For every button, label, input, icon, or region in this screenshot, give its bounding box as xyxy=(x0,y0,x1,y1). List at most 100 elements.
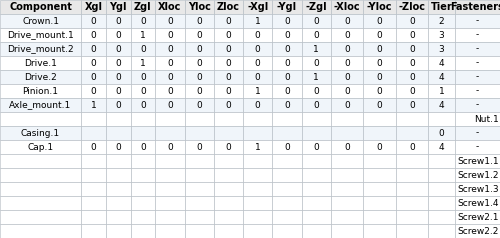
Bar xyxy=(214,84,243,98)
Bar xyxy=(428,42,455,56)
Text: 0: 0 xyxy=(376,45,382,54)
Text: 0: 0 xyxy=(255,30,260,40)
Bar xyxy=(130,56,156,70)
Text: 1: 1 xyxy=(255,143,260,152)
Text: 0: 0 xyxy=(376,86,382,95)
Text: 0: 0 xyxy=(344,100,350,109)
Bar xyxy=(396,168,428,182)
Bar xyxy=(243,0,272,14)
Bar xyxy=(156,182,184,196)
Text: 0: 0 xyxy=(226,16,232,25)
Bar xyxy=(184,224,214,238)
Bar xyxy=(428,154,455,168)
Bar xyxy=(363,98,396,112)
Text: 0: 0 xyxy=(284,86,290,95)
Text: 0: 0 xyxy=(409,45,414,54)
Bar xyxy=(81,224,106,238)
Bar xyxy=(0,154,81,168)
Bar xyxy=(331,0,363,14)
Text: 0: 0 xyxy=(284,45,290,54)
Bar xyxy=(214,14,243,28)
Bar xyxy=(130,14,156,28)
Bar xyxy=(130,70,156,84)
Bar xyxy=(396,56,428,70)
Bar xyxy=(396,182,428,196)
Text: 0: 0 xyxy=(140,143,146,152)
Bar xyxy=(130,98,156,112)
Bar xyxy=(272,56,302,70)
Bar xyxy=(455,14,500,28)
Bar xyxy=(363,196,396,210)
Bar xyxy=(81,168,106,182)
Text: 0: 0 xyxy=(226,45,232,54)
Bar xyxy=(81,42,106,56)
Bar xyxy=(184,84,214,98)
Bar xyxy=(81,154,106,168)
Text: Cap.1: Cap.1 xyxy=(28,143,54,152)
Text: Screw1.1: Screw1.1 xyxy=(457,157,498,165)
Text: Component: Component xyxy=(9,2,72,12)
Bar xyxy=(331,126,363,140)
Bar xyxy=(272,154,302,168)
Text: -: - xyxy=(476,73,479,81)
Bar xyxy=(331,140,363,154)
Text: Screw1.3: Screw1.3 xyxy=(457,184,498,193)
Text: 0: 0 xyxy=(116,59,121,68)
Text: 1: 1 xyxy=(255,16,260,25)
Text: 0: 0 xyxy=(116,16,121,25)
Text: 0: 0 xyxy=(90,59,96,68)
Text: 0: 0 xyxy=(196,143,202,152)
Bar xyxy=(156,42,184,56)
Text: 0: 0 xyxy=(438,129,444,138)
Text: 0: 0 xyxy=(226,143,232,152)
Bar xyxy=(363,112,396,126)
Bar xyxy=(363,224,396,238)
Text: -Zgl: -Zgl xyxy=(306,2,327,12)
Text: Drive_mount.1: Drive_mount.1 xyxy=(7,30,74,40)
Bar xyxy=(184,154,214,168)
Bar xyxy=(184,126,214,140)
Bar xyxy=(428,70,455,84)
Bar xyxy=(156,154,184,168)
Bar xyxy=(156,224,184,238)
Bar xyxy=(156,126,184,140)
Bar xyxy=(243,28,272,42)
Bar xyxy=(214,210,243,224)
Bar xyxy=(243,14,272,28)
Text: 0: 0 xyxy=(196,45,202,54)
Text: 1: 1 xyxy=(140,30,146,40)
Bar xyxy=(272,168,302,182)
Text: Drive.2: Drive.2 xyxy=(24,73,57,81)
Bar xyxy=(302,28,331,42)
Bar xyxy=(363,42,396,56)
Text: 0: 0 xyxy=(116,86,121,95)
Bar xyxy=(214,154,243,168)
Bar xyxy=(243,56,272,70)
Bar xyxy=(272,196,302,210)
Text: Drive_mount.2: Drive_mount.2 xyxy=(7,45,74,54)
Text: Ygl: Ygl xyxy=(110,2,127,12)
Text: 0: 0 xyxy=(409,143,414,152)
Bar xyxy=(106,224,130,238)
Text: 0: 0 xyxy=(409,30,414,40)
Text: 0: 0 xyxy=(140,86,146,95)
Bar xyxy=(214,56,243,70)
Bar xyxy=(106,70,130,84)
Text: 1: 1 xyxy=(255,86,260,95)
Bar xyxy=(331,182,363,196)
Bar xyxy=(214,98,243,112)
Bar xyxy=(428,112,455,126)
Bar xyxy=(106,84,130,98)
Bar xyxy=(272,84,302,98)
Bar xyxy=(81,210,106,224)
Text: 0: 0 xyxy=(116,100,121,109)
Bar xyxy=(455,98,500,112)
Text: 0: 0 xyxy=(226,59,232,68)
Bar xyxy=(106,126,130,140)
Text: Nut.1: Nut.1 xyxy=(474,114,498,124)
Bar xyxy=(272,0,302,14)
Bar xyxy=(428,0,455,14)
Text: 0: 0 xyxy=(284,59,290,68)
Text: 0: 0 xyxy=(167,16,173,25)
Text: 0: 0 xyxy=(255,45,260,54)
